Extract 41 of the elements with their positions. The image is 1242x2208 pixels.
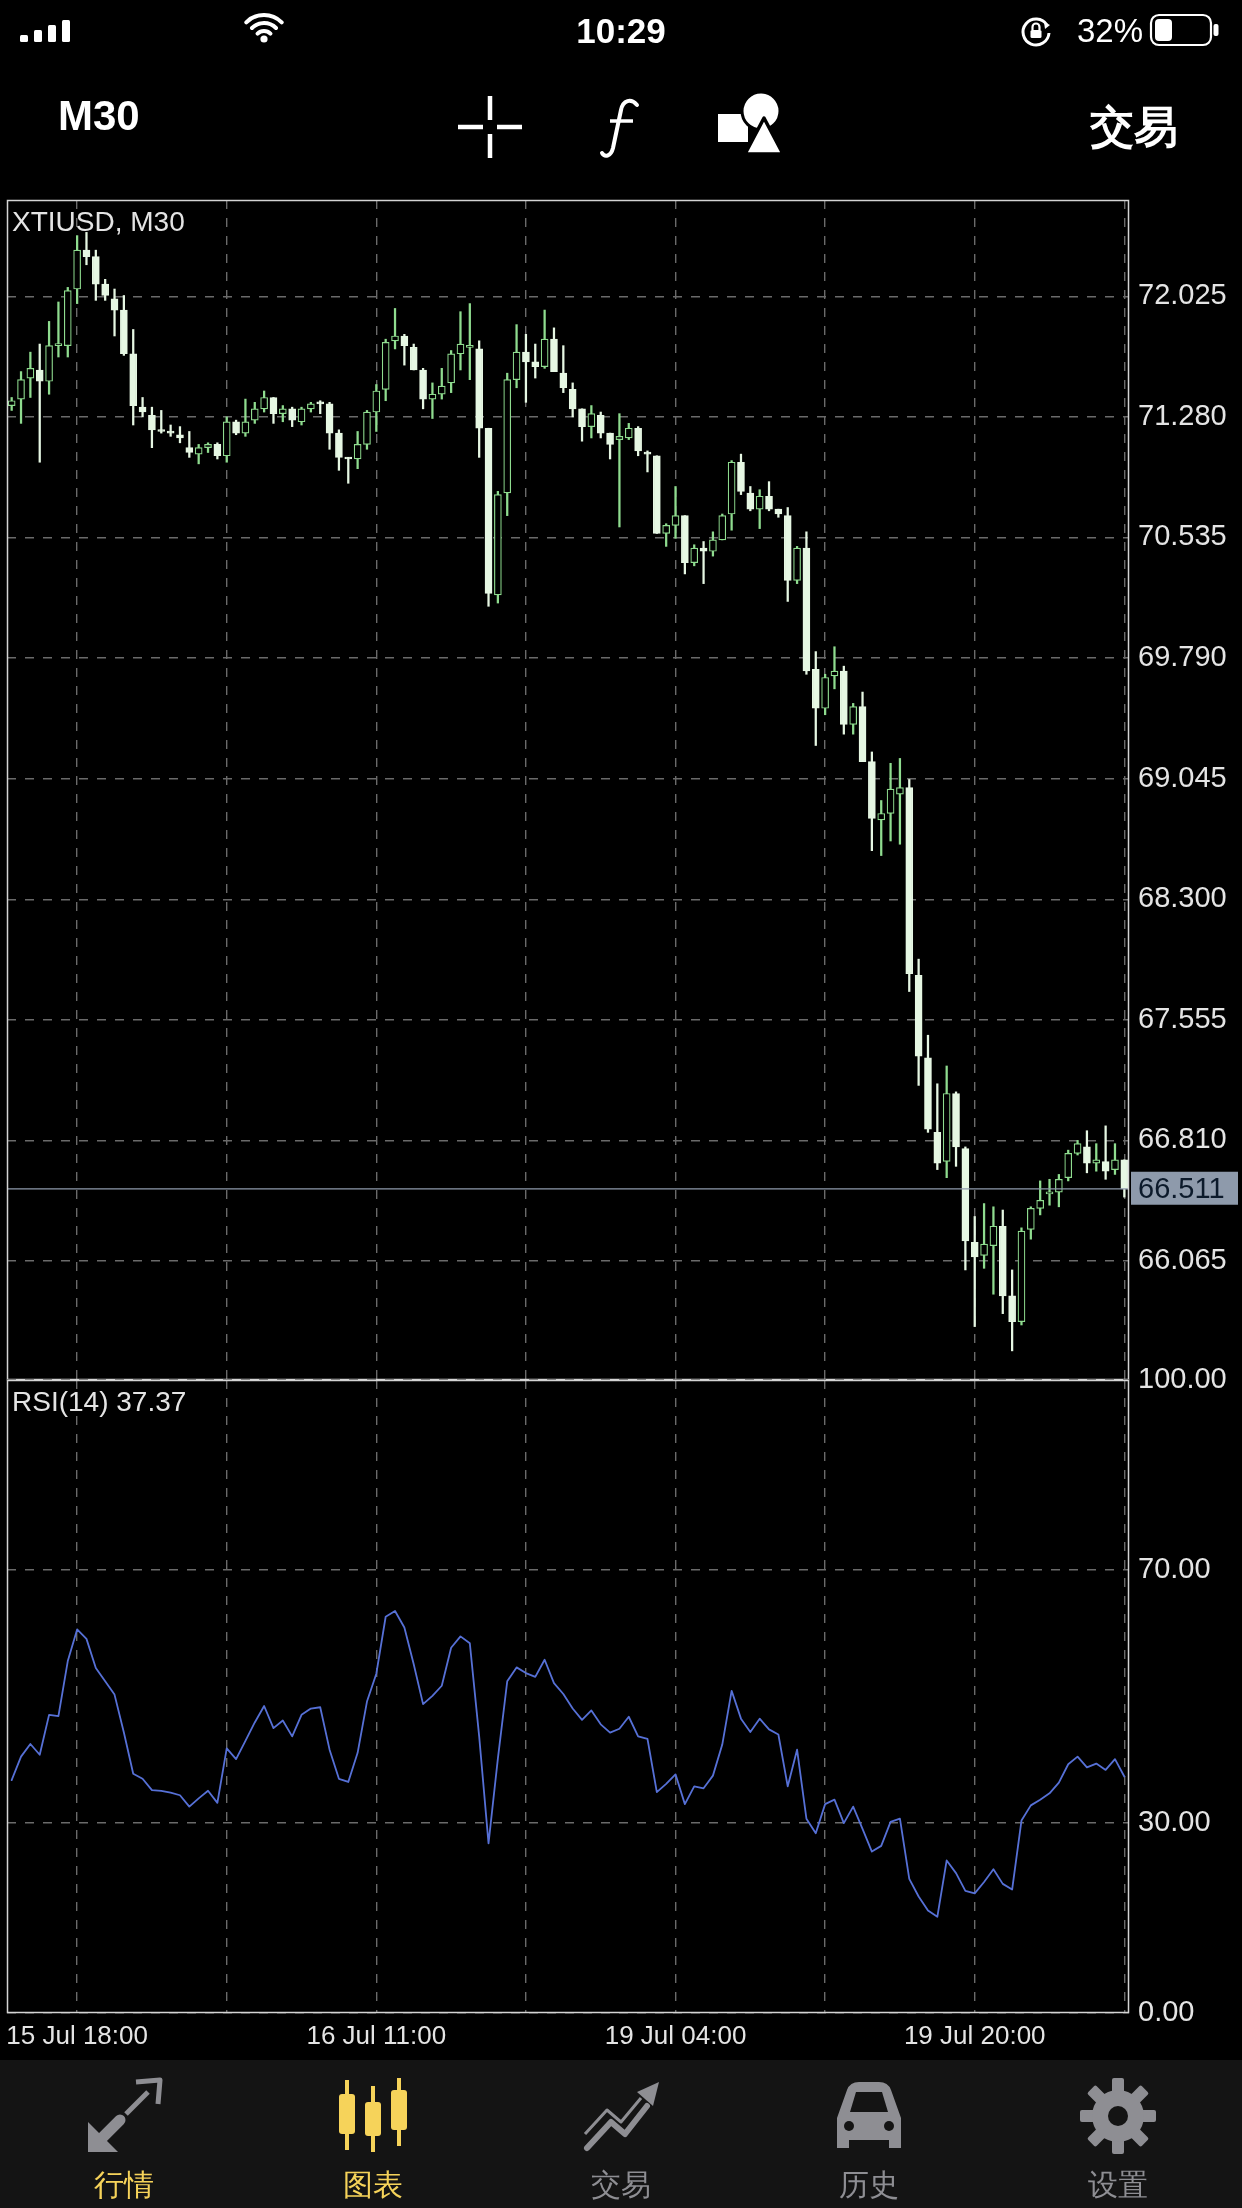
text: 32% xyxy=(1076,11,1143,49)
text: 设置 xyxy=(1087,2168,1148,2201)
text: 交易 xyxy=(591,2168,651,2201)
text: 历史 xyxy=(839,2168,900,2201)
y-tick-label: 71.280 xyxy=(1138,398,1227,431)
y-tick-label: 69.045 xyxy=(1138,760,1227,793)
y-tick-label: 70.00 xyxy=(1138,1551,1211,1584)
candlestick xyxy=(110,288,119,337)
y-tick-label: 70.535 xyxy=(1138,519,1227,552)
text: 图表 xyxy=(342,2168,403,2201)
x-tick-label: 16 Jul 11:00 xyxy=(306,2019,447,2050)
candlestick xyxy=(615,413,624,528)
candlestick xyxy=(830,646,839,690)
candlestick xyxy=(456,311,465,371)
x-tick-label: 19 Jul 04:00 xyxy=(604,2019,747,2050)
candlestick xyxy=(138,397,147,418)
y-tick-label: 66.810 xyxy=(1138,1122,1227,1155)
y-tick-label: 72.025 xyxy=(1138,278,1227,311)
y-tick-label: 30.00 xyxy=(1138,1805,1211,1838)
y-tick-label: 0.00 xyxy=(1138,1995,1195,2027)
y-tick-label: 69.790 xyxy=(1138,640,1227,673)
y-tick-label: 67.555 xyxy=(1138,1001,1227,1034)
candlestick xyxy=(989,1206,998,1295)
x-tick-label: 15 Jul 18:00 xyxy=(6,2019,148,2050)
candlestick xyxy=(1101,1125,1110,1180)
chart-title: XTIUSD, M30 xyxy=(12,206,185,237)
chart-title: RSI(14) 37.37 xyxy=(12,1386,187,1417)
candlestick xyxy=(241,398,250,437)
y-tick-label: 66.065 xyxy=(1138,1243,1227,1276)
candlestick xyxy=(54,301,63,358)
text: M30 xyxy=(58,92,140,139)
ref-line-label: 66.511 xyxy=(1138,1171,1225,1204)
text: 交易 xyxy=(1090,102,1178,151)
x-tick-label: 19 Jul 20:00 xyxy=(903,2019,1046,2050)
candlestick xyxy=(428,382,437,419)
text: 行情 xyxy=(94,2168,155,2201)
candlestick xyxy=(26,351,35,398)
y-tick-label: 100.00 xyxy=(1138,1362,1227,1394)
candlestick xyxy=(886,762,895,842)
text: 10:29 xyxy=(576,10,666,50)
y-tick-label: 68.300 xyxy=(1138,881,1227,914)
